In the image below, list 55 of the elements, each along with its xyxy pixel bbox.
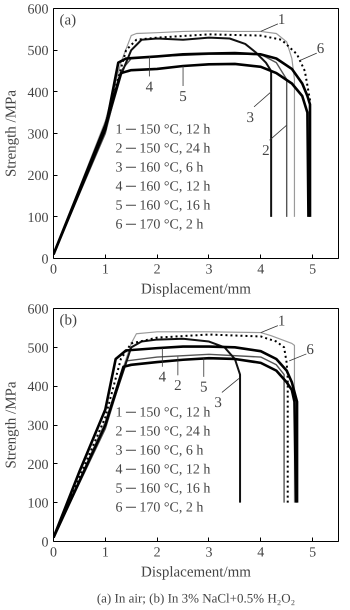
y-tick-label: 0 <box>42 536 48 550</box>
annotation: 2 ─ 150 °C, 24 h <box>116 424 210 440</box>
y-tick-label: 600 <box>28 302 48 318</box>
y-tick-label: 400 <box>28 380 48 396</box>
annotation: 6 <box>306 342 314 358</box>
annotation: 3 ─ 160 °C, 6 h <box>116 160 204 176</box>
y-tick-label: 500 <box>28 341 48 356</box>
y-tick-label: 0 <box>42 252 48 268</box>
annotation: 6 <box>316 41 325 58</box>
annotation: 4 ─ 160 °C, 12 h <box>116 180 210 194</box>
y-tick-label: 600 <box>28 2 48 18</box>
annotation: 5 ─ 160 °C, 16 h <box>116 482 210 496</box>
annotation: 1 <box>278 12 286 28</box>
x-axis-title: Displacement/mm <box>141 564 252 580</box>
y-tick-label: 400 <box>28 86 48 101</box>
annotation: 1 ─ 150 °C, 12 h <box>116 122 210 138</box>
y-tick-label: 100 <box>28 210 48 226</box>
x-tick-label: 2 <box>154 262 161 278</box>
chart-title: (a) <box>60 12 76 28</box>
x-tick-label: 4 <box>257 262 264 278</box>
x-axis-title: Displacement/mm <box>141 282 252 298</box>
annotation: 5 <box>200 380 208 396</box>
x-tick-label: 1 <box>102 546 109 560</box>
annotation: 4 <box>158 369 167 386</box>
y-axis-title: Strength /MPa <box>4 90 20 178</box>
y-tick-label: 500 <box>28 44 48 60</box>
annotation: 3 <box>246 110 254 126</box>
annotation: 3 ─ 160 °C, 6 h <box>116 444 204 458</box>
annotation: 5 ─ 160 °C, 16 h <box>116 198 210 214</box>
y-tick-label: 200 <box>28 458 48 473</box>
annotation: 3 <box>214 395 222 412</box>
annotation: 6 ─ 170 °C, 2 h <box>116 500 204 516</box>
x-tick-label: 2 <box>154 546 161 560</box>
annotation: 2 ─ 150 °C, 24 h <box>116 142 210 156</box>
y-tick-label: 100 <box>28 496 48 512</box>
annotation: 1 <box>278 314 286 330</box>
y-tick-label: 300 <box>28 419 48 434</box>
annotation: 2 <box>262 143 270 160</box>
x-tick-label: 1 <box>102 262 109 278</box>
x-tick-label: 5 <box>309 546 316 560</box>
annotation: 4 ─ 160 °C, 12 h <box>116 462 210 478</box>
y-tick-label: 300 <box>28 128 48 142</box>
chart-title: (b) <box>60 312 77 328</box>
annotation: 2 <box>174 378 182 394</box>
annotation: 6 ─ 170 °C, 2 h <box>116 218 204 232</box>
x-tick-label: 3 <box>205 262 212 278</box>
x-tick-label: 4 <box>257 546 264 560</box>
x-tick-label: 3 <box>205 546 212 560</box>
annotation: 1 ─ 150 °C, 12 h <box>116 406 210 420</box>
annotation: 5 <box>179 89 187 105</box>
x-tick-label: 5 <box>309 262 316 278</box>
y-tick-label: 200 <box>28 169 48 184</box>
y-axis-title: Strength /MPa <box>4 381 20 469</box>
text: (a) In air; (b) In 3% NaCl+0.5% H₂O₂ <box>96 590 296 606</box>
annotation: 4 <box>146 79 154 96</box>
